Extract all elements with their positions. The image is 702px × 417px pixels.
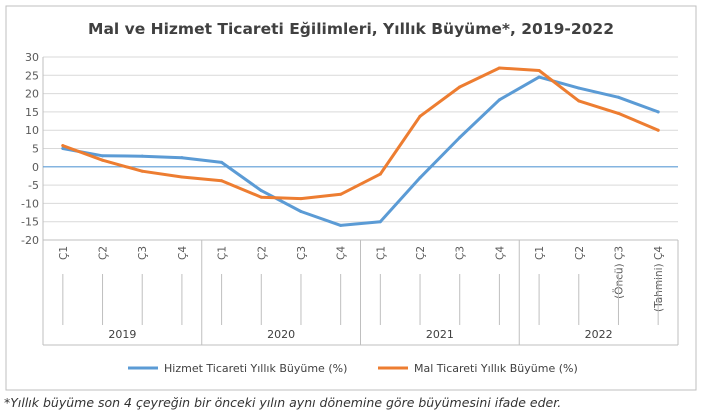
data-point — [497, 98, 501, 102]
year-label: 2020 — [267, 328, 295, 341]
data-point — [101, 154, 105, 158]
data-point — [537, 75, 541, 79]
y-tick-label: 30 — [25, 51, 39, 64]
data-point — [299, 209, 303, 213]
data-point — [339, 223, 343, 227]
data-point — [180, 156, 184, 160]
data-point — [61, 144, 65, 148]
data-point — [140, 169, 144, 173]
y-tick-label: 20 — [25, 88, 39, 101]
chart-title: Mal ve Hizmet Ticareti Eğilimleri, Yıllı… — [88, 20, 614, 38]
chart-border — [5, 5, 697, 391]
data-point — [577, 99, 581, 103]
data-point — [537, 69, 541, 73]
x-tick-label: Ç2 — [256, 246, 268, 260]
data-point — [497, 66, 501, 70]
data-point — [378, 220, 382, 224]
legend: Hizmet Ticareti Yıllık Büyüme (%) Mal Tic… — [128, 362, 578, 375]
y-tick-label: 10 — [25, 124, 39, 137]
data-point — [220, 179, 224, 183]
year-label: 2019 — [108, 328, 136, 341]
series-line-1 — [61, 75, 660, 227]
data-point — [577, 86, 581, 90]
data-point — [656, 128, 660, 132]
x-tick-label: (Öncü) Ç3 — [612, 246, 625, 299]
data-point — [616, 95, 620, 99]
y-tick-label: -20 — [21, 234, 39, 247]
data-point — [616, 111, 620, 115]
legend-label: Hizmet Ticareti Yıllık Büyüme (%) — [164, 362, 347, 375]
y-tick-label: 5 — [32, 143, 39, 156]
footnote: *Yıllık büyüme son 4 çeyreğin bir önceki… — [4, 395, 562, 410]
data-point — [418, 176, 422, 180]
data-point — [259, 189, 263, 193]
x-tick-label: Ç4 — [494, 246, 506, 260]
data-point — [299, 197, 303, 201]
y-tick-label: -10 — [21, 197, 39, 210]
x-tick-label: Ç2 — [98, 246, 110, 260]
data-point — [101, 158, 105, 162]
x-tick-label: Ç3 — [137, 246, 149, 260]
chart: Mal ve Hizmet Ticareti Eğilimleri, Yıllı… — [5, 5, 697, 391]
x-tick-label: Ç3 — [296, 246, 308, 260]
legend-label: Mal Ticareti Yıllık Büyüme (%) — [414, 362, 578, 375]
data-point — [418, 114, 422, 118]
year-label: 2021 — [426, 328, 454, 341]
data-point — [458, 136, 462, 140]
y-tick-label: -15 — [21, 216, 39, 229]
x-tick-label: Ç2 — [574, 246, 586, 260]
x-tick-label: Ç3 — [455, 246, 467, 260]
data-point — [140, 154, 144, 158]
data-point — [180, 175, 184, 179]
y-tick-label: -5 — [28, 179, 39, 192]
x-tick-label: Ç4 — [336, 246, 348, 260]
x-tick-label: Ç1 — [534, 246, 546, 260]
data-point — [378, 172, 382, 176]
y-tick-label: 25 — [25, 69, 39, 82]
x-tick-label: Ç1 — [375, 246, 387, 260]
data-point — [259, 195, 263, 199]
data-point — [220, 160, 224, 164]
data-point — [61, 147, 65, 150]
year-label: 2022 — [585, 328, 613, 341]
data-point — [656, 110, 660, 114]
y-tick-label: 15 — [25, 106, 39, 119]
x-tick-label: Ç2 — [415, 246, 427, 260]
series-line-2 — [61, 66, 660, 201]
x-tick-label: (Tahmini) Ç4 — [653, 246, 665, 312]
x-tick-label: Ç1 — [58, 246, 70, 260]
x-tick-label: Ç4 — [177, 246, 189, 260]
x-tick-label: Ç1 — [217, 246, 229, 260]
data-point — [458, 85, 462, 89]
data-point — [339, 192, 343, 196]
plot-area: 30 25 20 15 10 5 0 -5 -10 -15 -20 Ç1 Ç2 Ç3 Ç4 Ç1 Ç2 Ç3 Ç4 Ç… — [21, 51, 679, 346]
y-tick-label: 0 — [32, 161, 39, 174]
